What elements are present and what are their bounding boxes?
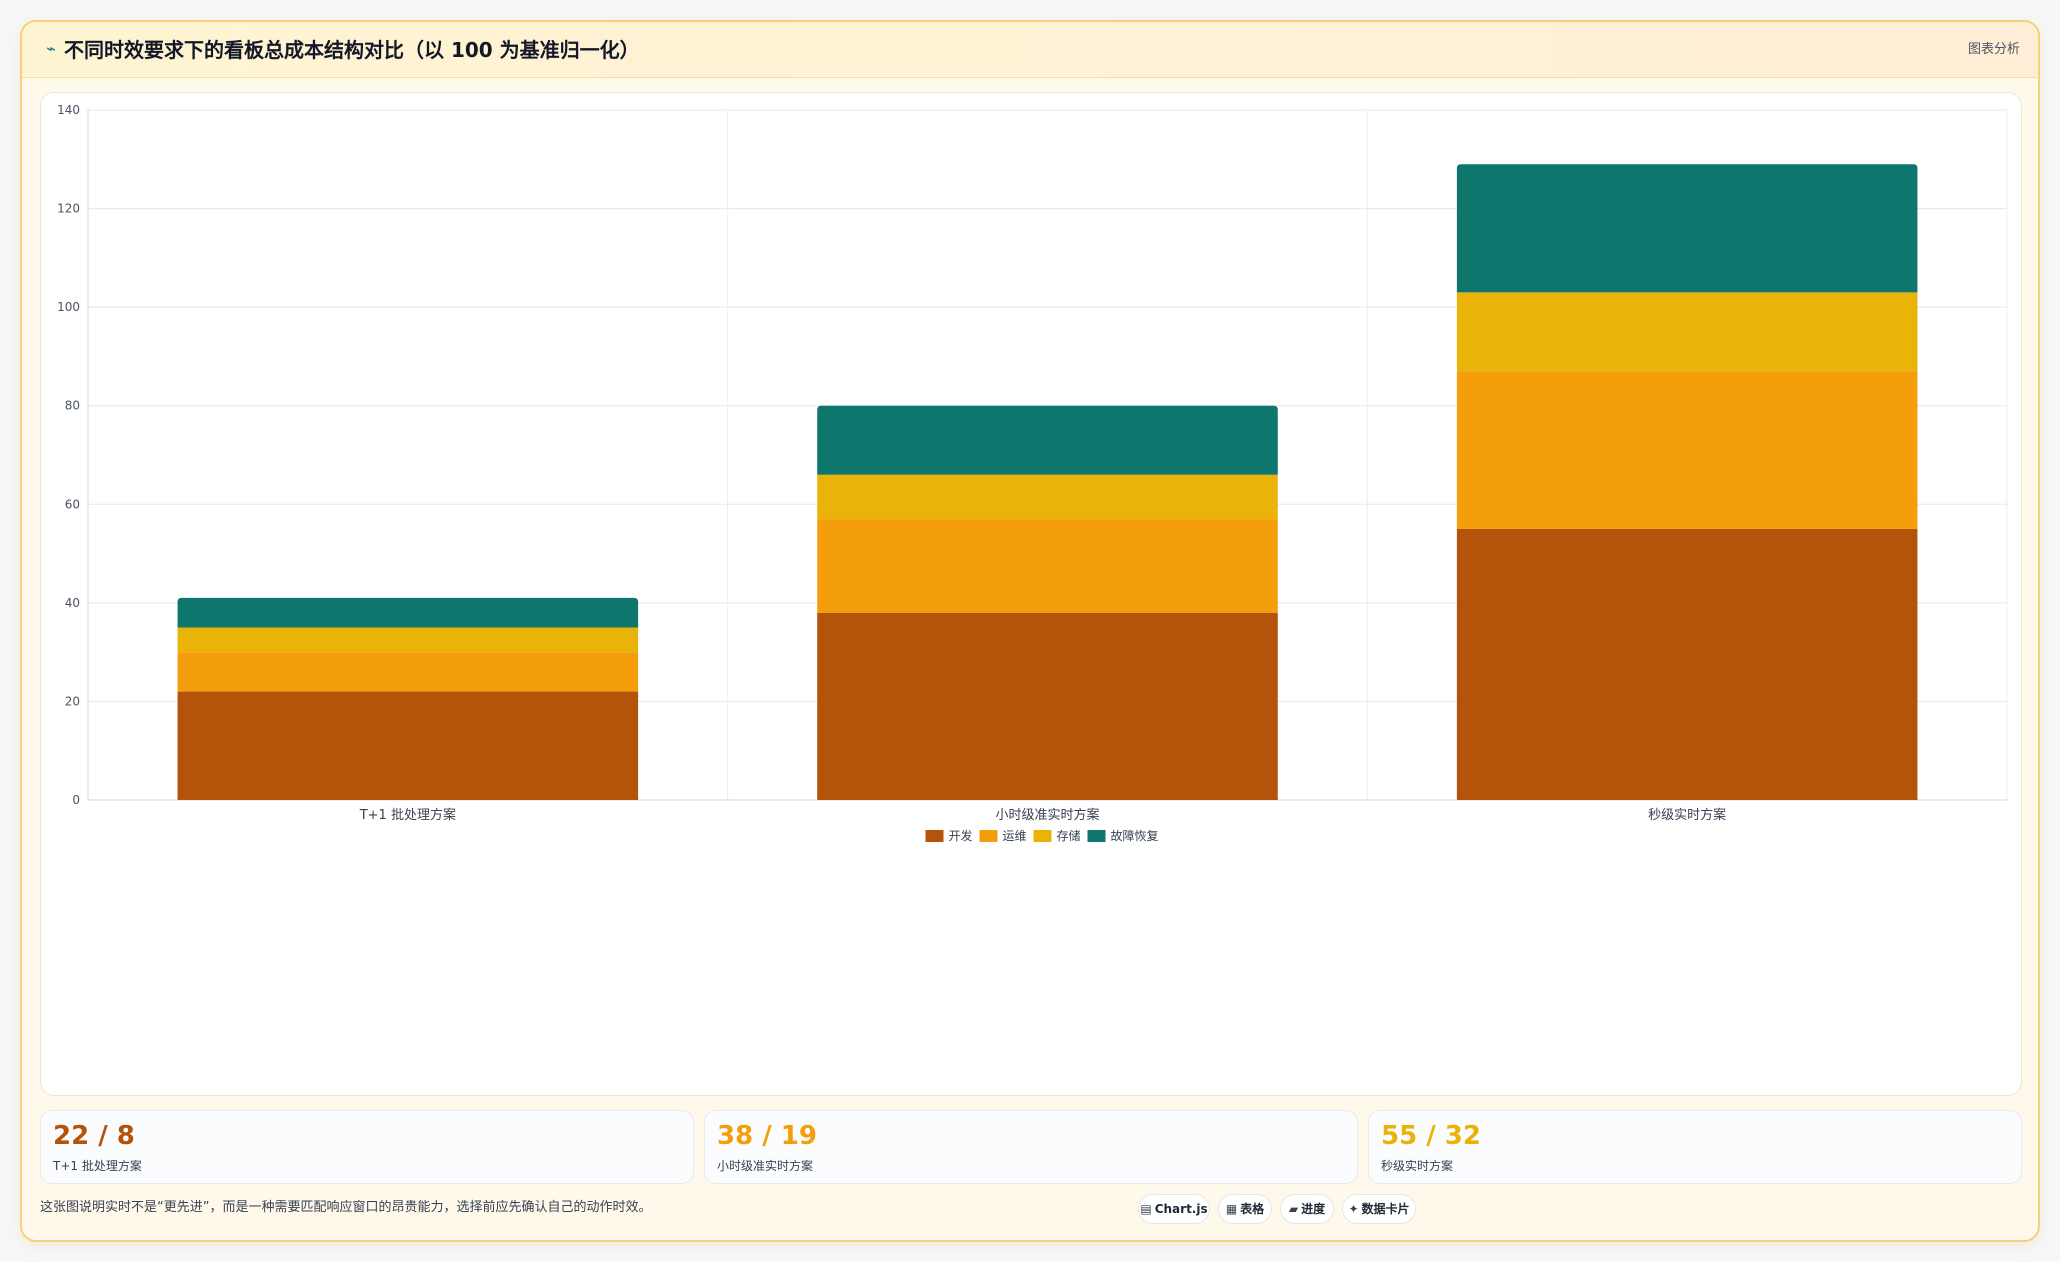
y-tick-label: 20 xyxy=(65,694,80,708)
y-tick-label: 100 xyxy=(57,300,80,314)
chip-label: 数据卡片 xyxy=(1361,1202,1410,1216)
bar-segment xyxy=(1456,371,1918,529)
chip-table[interactable]: ▦ 表格 xyxy=(1218,1194,1272,1224)
stat-value: 38 / 19 xyxy=(717,1121,817,1151)
bar-segment xyxy=(177,627,639,653)
y-tick-label: 40 xyxy=(65,596,80,610)
y-tick-label: 140 xyxy=(57,103,80,117)
x-tick-label: 秒级实时方案 xyxy=(1648,807,1726,823)
stat-cards: 22 / 8 T+1 批处理方案 38 / 19 小时级准实时方案 55 / 3… xyxy=(40,1110,2022,1184)
stat-value: 55 / 32 xyxy=(1381,1121,1481,1151)
legend-swatch xyxy=(925,830,944,842)
y-tick-label: 120 xyxy=(57,202,80,216)
bar-segment xyxy=(1456,164,1918,293)
bar-segment xyxy=(1456,528,1918,800)
stacked-bar-chart: 0 20 40 60 80 100 120 140 T+1 批处理方案 小时级准实时方案 秒级实时方… xyxy=(57,103,2008,843)
stat-label: 秒级实时方案 xyxy=(1381,1159,1454,1173)
chip-chartjs[interactable]: ▤ Chart.js xyxy=(1138,1194,1210,1224)
x-tick-label: 小时级准实时方案 xyxy=(995,807,1099,823)
insight-note: 这张图说明实时不是“更先进”，而是一种需要匹配响应窗口的昂贵能力，选择前应先确认… xyxy=(40,1200,652,1215)
stat-value: 22 / 8 xyxy=(53,1121,135,1151)
y-tick-label: 80 xyxy=(65,399,80,413)
legend-swatch xyxy=(1087,830,1106,842)
stat-label: 小时级准实时方案 xyxy=(717,1159,814,1173)
legend-label: 运维 xyxy=(1003,829,1027,843)
stat-card-realtime: 55 / 32 秒级实时方案 xyxy=(1368,1110,2022,1184)
plot-panel: 0 20 40 60 80 100 120 140 T+1 批处理方案 小时级准实时方案 秒级实时方… xyxy=(40,92,2022,1096)
bar-segment xyxy=(817,612,1278,800)
stat-card-hourly: 38 / 19 小时级准实时方案 xyxy=(704,1110,1358,1184)
bar-segment xyxy=(177,652,639,692)
bar-segment xyxy=(817,474,1278,520)
bar-segment xyxy=(817,519,1278,613)
bar-chart-icon: ▤ xyxy=(1140,1202,1152,1216)
category-tag: 图表分析 xyxy=(1967,42,2020,57)
bar-segment xyxy=(1456,292,1918,372)
sparkle-icon: ✦ xyxy=(1348,1202,1359,1216)
legend-swatch xyxy=(1033,830,1052,842)
legend-label: 开发 xyxy=(949,828,973,843)
chart-title: 不同时效要求下的看板总成本结构对比（以 100 为基准归一化） xyxy=(64,38,640,62)
chip-data-card[interactable]: ✦ 数据卡片 xyxy=(1342,1194,1416,1224)
progress-icon: ▰ xyxy=(1288,1202,1299,1216)
legend-label: 故障恢复 xyxy=(1111,828,1159,843)
table-icon: ▦ xyxy=(1225,1202,1238,1216)
chip-label: Chart.js xyxy=(1154,1202,1208,1216)
card-header: ⌁ 不同时效要求下的看板总成本结构对比（以 100 为基准归一化） 图表分析 xyxy=(22,22,2038,78)
chip-progress[interactable]: ▰ 进度 xyxy=(1280,1194,1334,1224)
chart-card: ⌁ 不同时效要求下的看板总成本结构对比（以 100 为基准归一化） 图表分析 0… xyxy=(20,20,2040,1242)
legend-swatch xyxy=(979,830,998,842)
x-tick-label: T+1 批处理方案 xyxy=(359,807,456,823)
y-tick-label: 0 xyxy=(72,793,80,807)
chip-label: 表格 xyxy=(1240,1202,1265,1216)
stat-card-batch: 22 / 8 T+1 批处理方案 xyxy=(40,1110,694,1184)
chart-line-icon: ⌁ xyxy=(46,39,56,58)
stat-label: T+1 批处理方案 xyxy=(53,1159,142,1173)
legend-label: 存储 xyxy=(1057,828,1081,843)
chip-label: 进度 xyxy=(1301,1202,1326,1216)
y-tick-label: 60 xyxy=(65,497,80,511)
bar-segment xyxy=(817,405,1278,475)
bar-segment xyxy=(177,597,639,628)
bar-segment xyxy=(177,691,639,800)
